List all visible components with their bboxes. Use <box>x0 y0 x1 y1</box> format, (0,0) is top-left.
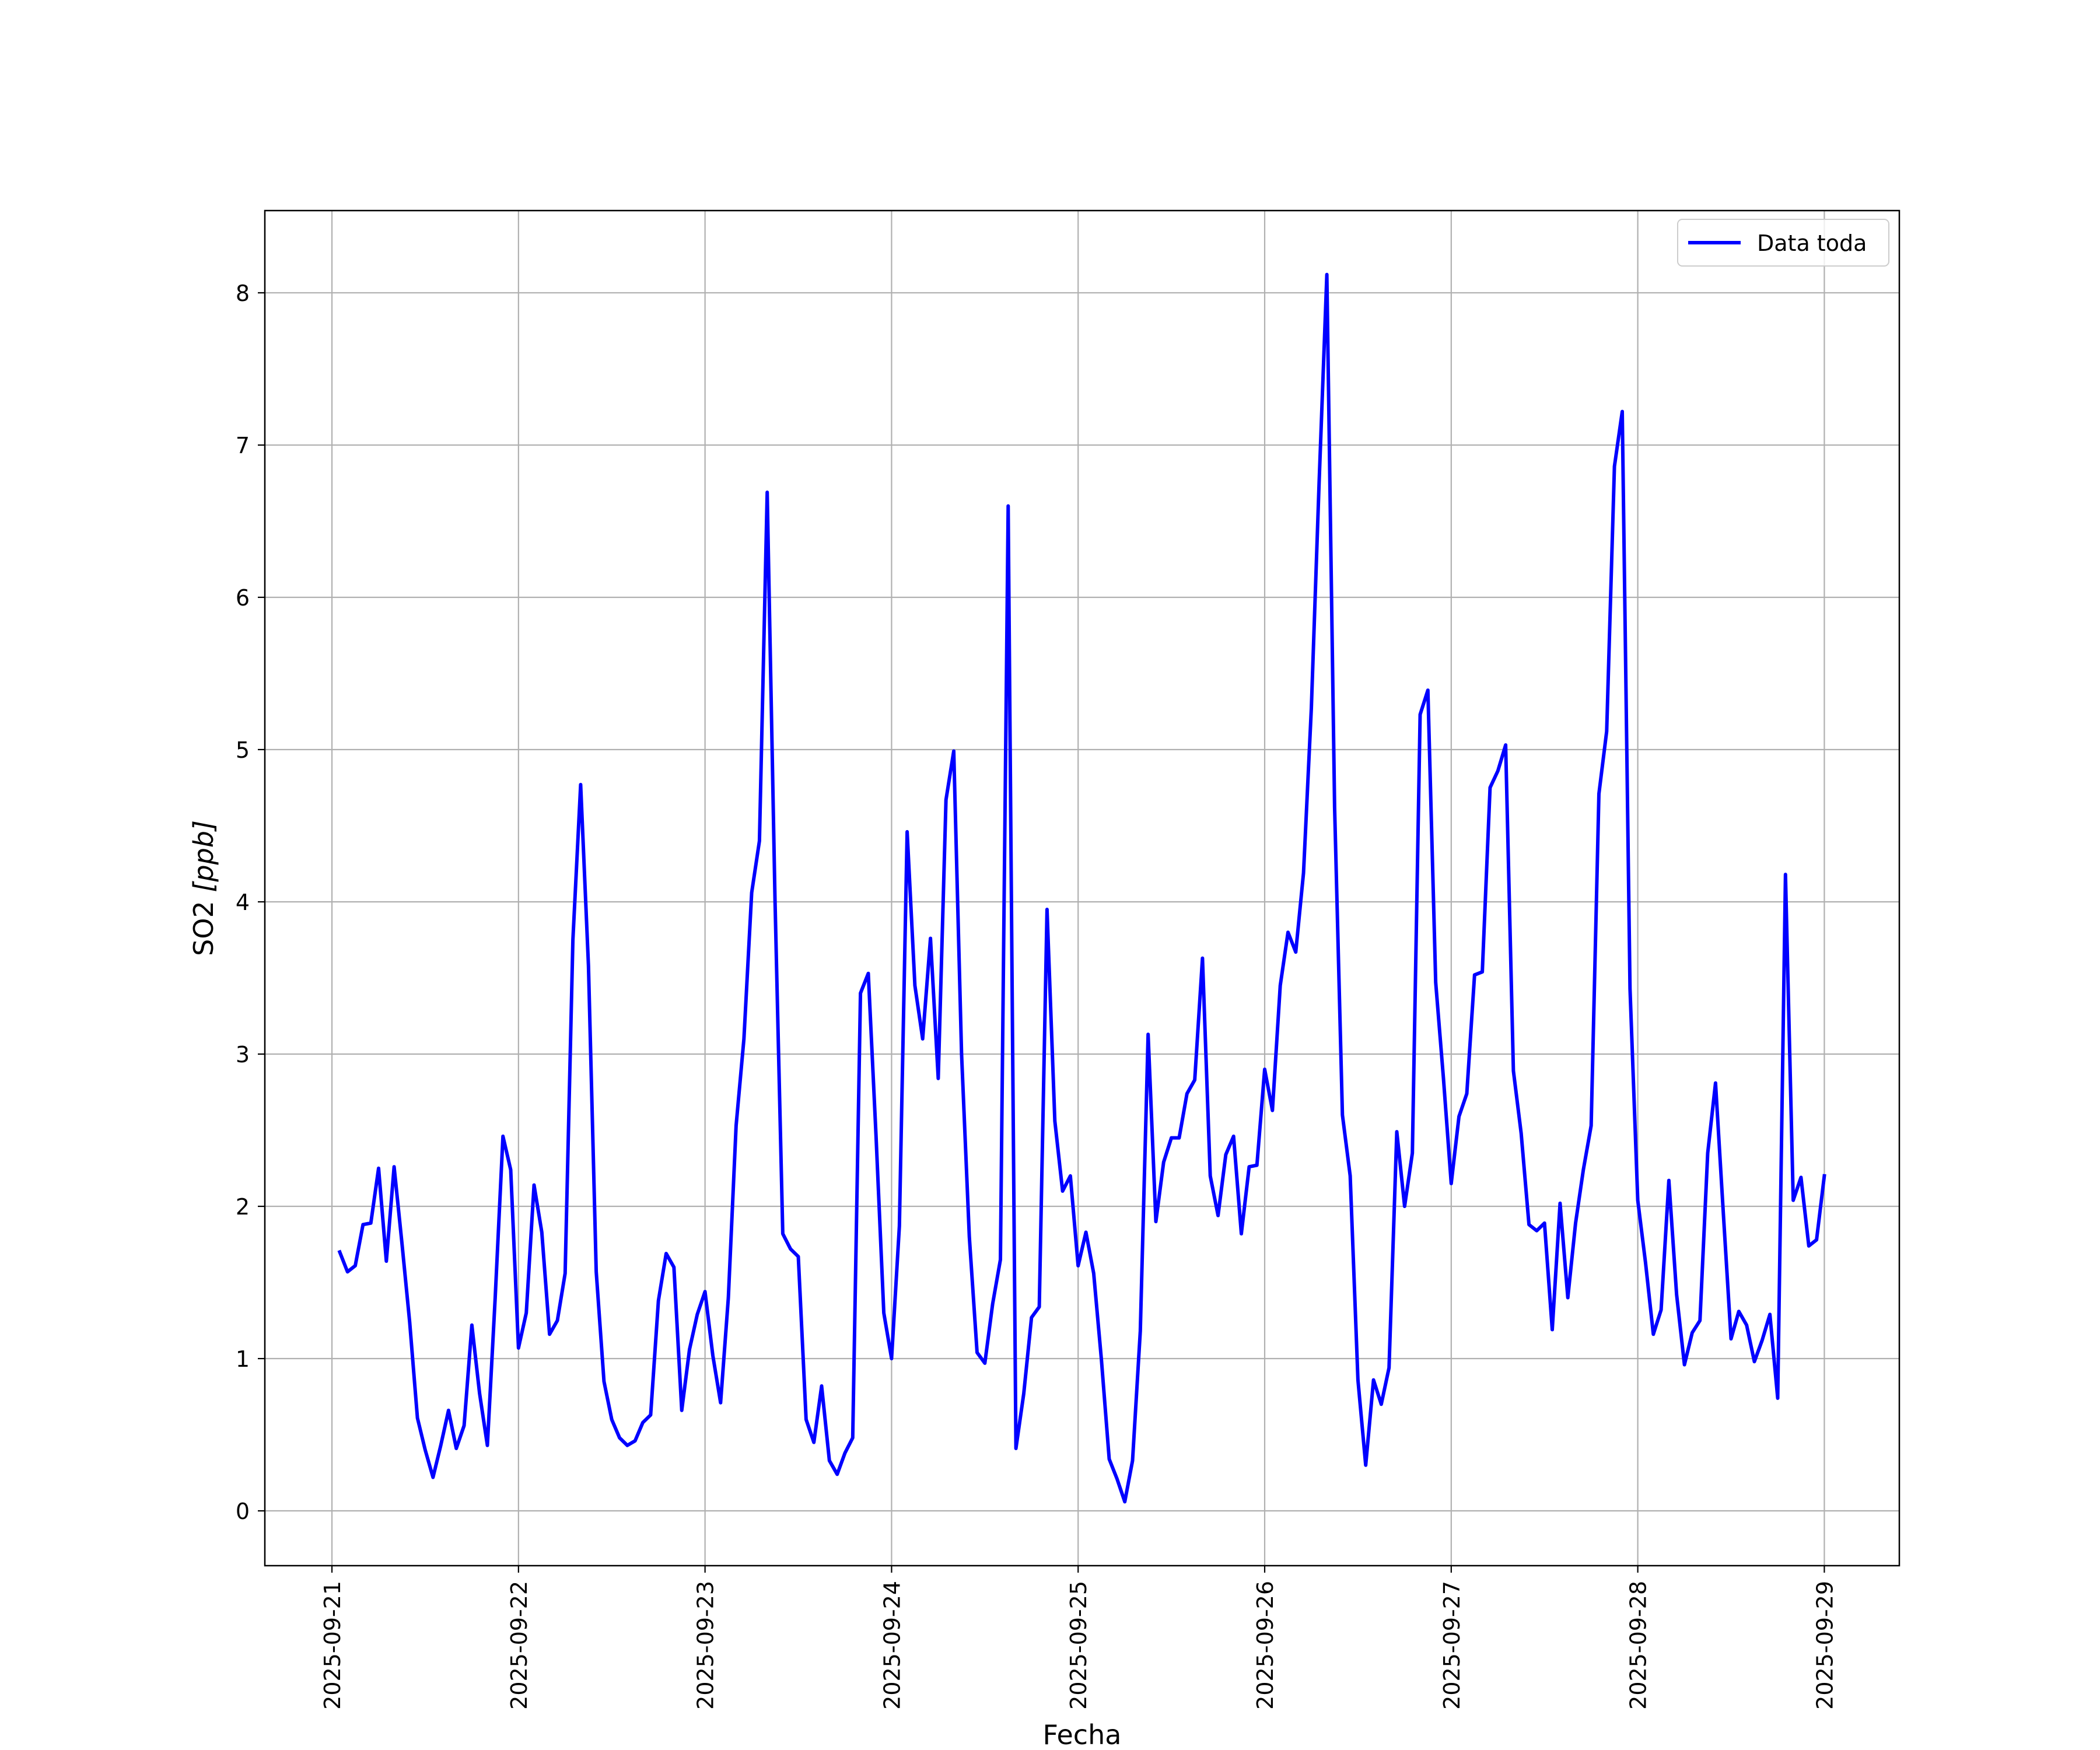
series-line <box>337 272 1826 1504</box>
y-tick-label: 3 <box>236 1042 250 1068</box>
x-tick-label: 2025-09-23 <box>693 1581 719 1710</box>
series-layer <box>337 272 1826 1504</box>
y-tick-label: 7 <box>236 433 250 459</box>
x-tick-label: 2025-09-27 <box>1439 1581 1465 1710</box>
y-axis-label-unit: [ppb] <box>188 820 219 892</box>
y-axis-ticks: 0 1 2 3 4 5 6 7 8 <box>236 281 265 1524</box>
y-tick-label: 1 <box>236 1346 250 1372</box>
legend-box <box>1677 219 1889 267</box>
plot-frame <box>264 209 1901 1567</box>
x-tick-label: 2025-09-25 <box>1066 1581 1091 1710</box>
grid <box>265 211 1899 1566</box>
legend: Data toda <box>1677 219 1889 267</box>
x-tick-label: 2025-09-21 <box>320 1581 345 1710</box>
legend-entry-label: Data toda <box>1757 230 1867 256</box>
y-tick-label: 2 <box>236 1194 250 1220</box>
x-tick-label: 2025-09-26 <box>1252 1581 1278 1710</box>
x-axis-label: Fecha <box>1043 1719 1122 1750</box>
y-axis-label: SO2 [ppb] <box>188 820 219 956</box>
y-axis-label-quantity: SO2 <box>188 892 219 956</box>
y-tick-label: 6 <box>236 585 250 611</box>
x-tick-label: 2025-09-24 <box>879 1581 905 1710</box>
x-tick-label: 2025-09-22 <box>506 1581 532 1710</box>
x-tick-label: 2025-09-28 <box>1626 1581 1651 1710</box>
y-tick-label: 8 <box>236 281 250 306</box>
y-tick-label: 5 <box>236 737 250 763</box>
x-axis-ticks: 2025-09-21 2025-09-22 2025-09-23 2025-09-24… <box>320 1566 1838 1710</box>
y-tick-label: 4 <box>236 890 250 915</box>
y-tick-label: 0 <box>236 1499 250 1524</box>
x-tick-label: 2025-09-29 <box>1812 1581 1838 1710</box>
